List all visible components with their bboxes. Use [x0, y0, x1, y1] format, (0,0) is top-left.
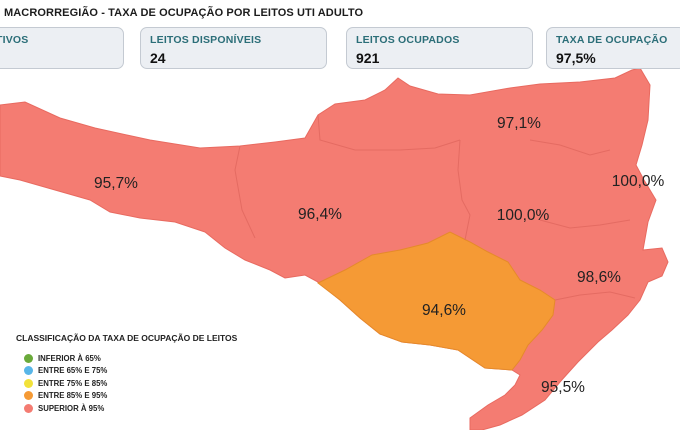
legend-swatch-icon	[24, 391, 33, 401]
legend-swatch-icon	[24, 403, 33, 413]
page-title: MACRORREGIÃO - TAXA DE OCUPAÇÃO POR LEIT…	[4, 7, 364, 19]
pct-label-grande-florianopolis: 98,6%	[577, 269, 621, 286]
legend-swatch-icon	[24, 378, 33, 388]
pct-label-extremo-oeste: 95,7%	[94, 175, 138, 192]
pct-label-serra: 94,6%	[422, 302, 466, 319]
legend-item: ENTRE 65% E 75%	[16, 365, 237, 378]
kpi-card-label: LEITOS OCUPADOS	[356, 34, 460, 46]
legend-swatch-icon	[24, 353, 33, 363]
kpi-card-value: 24	[150, 50, 166, 66]
kpi-card-value: 97,5%	[556, 50, 596, 66]
legend-item: SUPERIOR À 95%	[16, 402, 237, 415]
legend-item-label: ENTRE 85% E 95%	[38, 391, 108, 401]
map-legend: CLASSIFICAÇÃO DA TAXA DE OCUPAÇÃO DE LEI…	[16, 333, 237, 415]
kpi-card-label: LEITOS DISPONÍVEIS	[150, 34, 262, 46]
kpi-card-leitos-ocupados[interactable]: LEITOS OCUPADOS 921	[346, 27, 533, 69]
kpi-card-leitos-disponiveis[interactable]: LEITOS DISPONÍVEIS 24	[140, 27, 327, 69]
kpi-card-taxa-ocupacao[interactable]: TAXA DE OCUPAÇÃO 97,5%	[546, 27, 680, 69]
legend-item-label: INFERIOR À 65%	[38, 353, 101, 363]
pct-label-meio-oeste: 96,4%	[298, 206, 342, 223]
legend-item-label: SUPERIOR À 95%	[38, 403, 105, 413]
legend-item: INFERIOR À 65%	[16, 352, 237, 365]
pct-label-nordeste: 100,0%	[612, 173, 665, 190]
kpi-card-label: TAXA DE OCUPAÇÃO	[556, 34, 668, 46]
legend-item-label: ENTRE 65% E 75%	[38, 366, 108, 376]
kpi-card-label: TIVOS	[0, 34, 29, 46]
legend-item: ENTRE 85% E 95%	[16, 390, 237, 403]
legend-item-label: ENTRE 75% E 85%	[38, 378, 108, 388]
legend-item: ENTRE 75% E 85%	[16, 377, 237, 390]
pct-label-vale-itajai: 100,0%	[497, 207, 550, 224]
legend-title: CLASSIFICAÇÃO DA TAXA DE OCUPAÇÃO DE LEI…	[16, 333, 238, 343]
map-region-serra[interactable]	[317, 231, 556, 371]
kpi-card-value: 921	[356, 50, 380, 66]
kpi-card-leitos-ativos[interactable]: TIVOS	[0, 27, 124, 69]
pct-label-sul: 95,5%	[541, 379, 585, 396]
pct-label-norte: 97,1%	[497, 115, 541, 132]
legend-swatch-icon	[24, 366, 33, 376]
